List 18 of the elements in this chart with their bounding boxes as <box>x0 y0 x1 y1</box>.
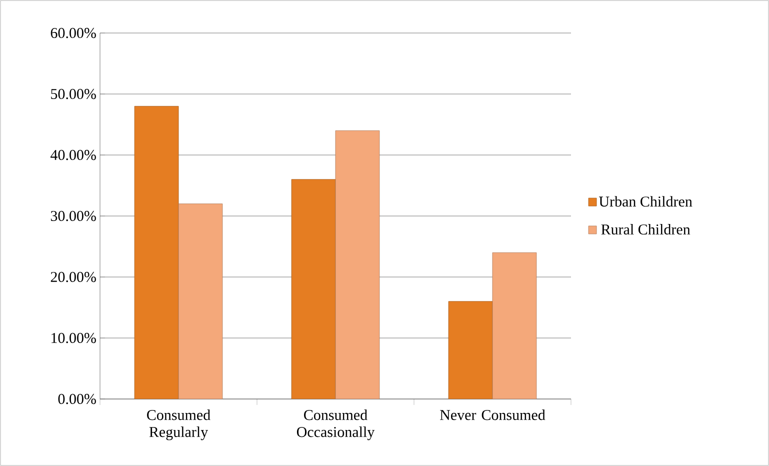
x-tick-label: Consumed Occasionally <box>296 410 375 440</box>
bar <box>448 301 493 399</box>
bar <box>492 252 537 399</box>
bar <box>178 204 223 399</box>
y-tick-label: 10.00% <box>52 332 96 344</box>
y-tick-label: 40.00% <box>50 150 96 160</box>
bar <box>291 179 336 399</box>
y-tick-label: 60.00% <box>50 28 96 38</box>
x-tick-label: Consumed Regularly <box>147 410 210 440</box>
bar <box>335 130 380 399</box>
y-tick-label: 0.00% <box>58 394 96 404</box>
y-tick-label: 30.00% <box>50 210 96 222</box>
x-tick-label: Never Consumed <box>440 410 546 420</box>
y-tick-label: 50.00% <box>51 88 96 100</box>
y-tick-label: 20.00% <box>50 272 96 282</box>
legend-label: Rural Children <box>601 224 690 235</box>
legend-label: Urban Children <box>599 196 692 207</box>
bar <box>134 106 179 399</box>
